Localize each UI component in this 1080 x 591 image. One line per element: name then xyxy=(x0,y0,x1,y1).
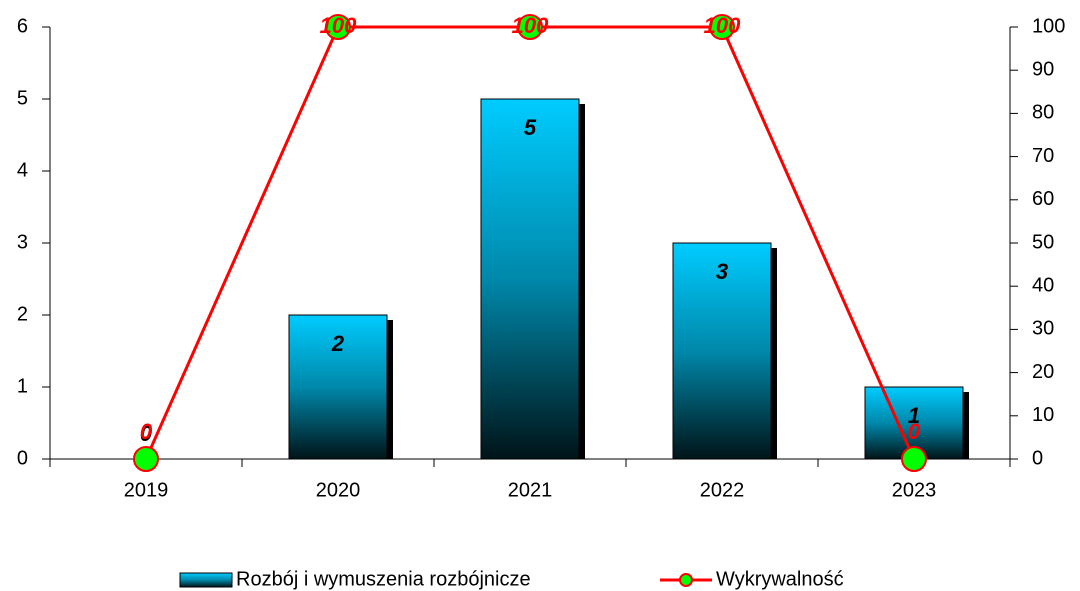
y2-tick-label: 70 xyxy=(1032,145,1054,167)
y2-tick-label: 0 xyxy=(1032,447,1043,469)
line-value-label: 100 xyxy=(704,13,741,38)
line-value-label: 100 xyxy=(320,13,357,38)
y-tick-label: 1 xyxy=(17,375,28,397)
x-tick-label: 2021 xyxy=(508,479,553,501)
y2-tick-label: 60 xyxy=(1032,188,1054,210)
x-tick-label: 2020 xyxy=(316,479,361,501)
legend-swatch xyxy=(179,572,233,588)
y2-tick-label: 50 xyxy=(1032,231,1054,253)
bar-value-label: 1 xyxy=(908,403,920,428)
y2-tick-label: 20 xyxy=(1032,361,1054,383)
x-tick-label: 2022 xyxy=(700,479,745,501)
y2-tick-label: 100 xyxy=(1032,15,1065,37)
line-value-label: 0 xyxy=(908,419,921,444)
bar-value-label: 3 xyxy=(716,259,728,284)
bar-value-label: 5 xyxy=(524,115,537,140)
line-value-label: 0 xyxy=(140,419,153,444)
line-marker xyxy=(709,14,735,40)
y2-tick-label: 40 xyxy=(1032,274,1054,296)
x-tick-label: 2023 xyxy=(892,479,937,501)
y-tick-label: 0 xyxy=(17,447,28,469)
legend-label: Wykrywalność xyxy=(716,568,844,590)
y2-tick-label: 90 xyxy=(1032,58,1054,80)
bar-value-label: 0 xyxy=(140,421,153,446)
line-marker xyxy=(517,14,543,40)
y-tick-label: 3 xyxy=(17,231,28,253)
y-tick-label: 5 xyxy=(17,87,28,109)
line-marker xyxy=(325,14,351,40)
bar xyxy=(672,242,772,460)
y-tick-label: 4 xyxy=(17,159,28,181)
bar xyxy=(288,314,388,460)
x-tick-label: 2019 xyxy=(124,479,169,501)
bar-value-label: 2 xyxy=(331,331,345,356)
line-value-label: 100 xyxy=(512,13,549,38)
line-marker xyxy=(901,446,927,472)
y2-tick-label: 10 xyxy=(1032,404,1054,426)
y-tick-label: 2 xyxy=(17,303,28,325)
bar xyxy=(480,98,580,460)
y-tick-label: 6 xyxy=(17,15,28,37)
legend-label: Rozbój i wymuszenia rozbójnicze xyxy=(236,568,531,590)
line-marker xyxy=(133,446,159,472)
y2-tick-label: 80 xyxy=(1032,102,1054,124)
legend-marker xyxy=(679,573,693,587)
y2-tick-label: 30 xyxy=(1032,318,1054,340)
